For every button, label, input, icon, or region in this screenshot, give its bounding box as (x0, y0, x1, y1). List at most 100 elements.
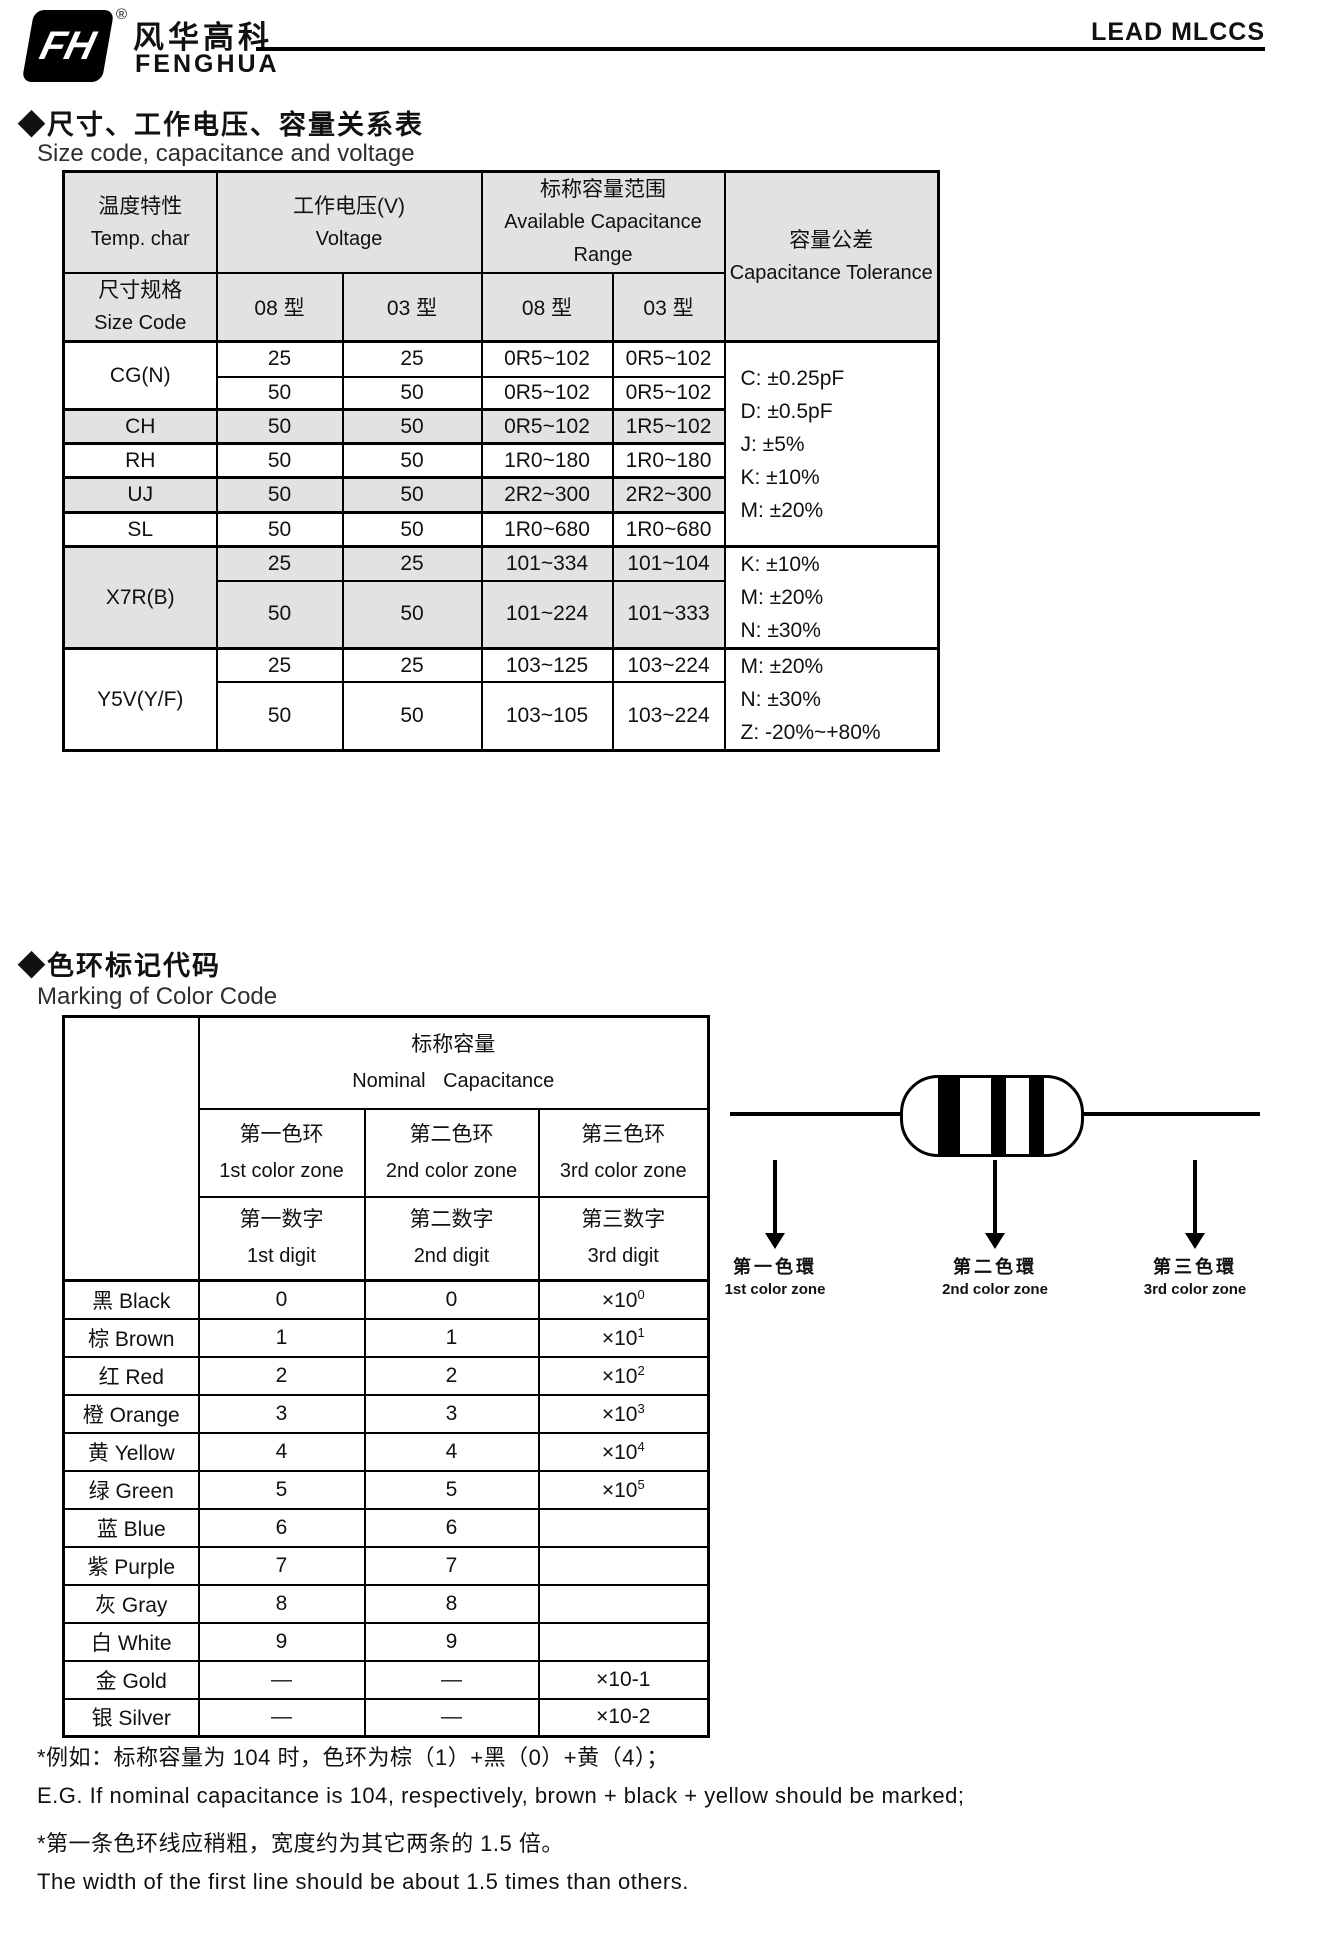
logo-monogram: FH (36, 23, 101, 68)
multiplier-cell (537, 1545, 710, 1586)
digit2-cell: — (363, 1697, 540, 1738)
table-cell: 0R5~102 (480, 340, 614, 378)
page-title: LEAD MLCCS (1091, 18, 1265, 46)
header-type-08-voltage: 08 型 (215, 272, 344, 343)
table-cell: 25 (215, 647, 344, 684)
digit1-cell: 4 (197, 1431, 366, 1472)
header-capacitance-range: 标称容量范围 Available Capacitance Range (480, 170, 726, 274)
multiplier-cell (537, 1583, 710, 1624)
header-type-03-voltage: 03 型 (341, 272, 483, 343)
digit2-cell: 9 (363, 1621, 540, 1662)
table-cell: 1R0~180 (611, 442, 726, 479)
header-digit-2: 第二数字 2nd digit (363, 1195, 540, 1282)
table-cell: 2R2~300 (611, 476, 726, 514)
header-zone-1: 第一色环 1st color zone (197, 1107, 366, 1198)
table-cell: 50 (215, 681, 344, 752)
color-name-cell: 灰 Gray (62, 1583, 200, 1624)
section1-title-cn: ◆尺寸、工作电压、容量关系表 (18, 110, 424, 140)
table-cell: 50 (341, 408, 483, 445)
multiplier-cell: ×102 (537, 1355, 710, 1396)
color-name-cell: 银 Silver (62, 1697, 200, 1738)
multiplier-cell: ×103 (537, 1393, 710, 1434)
section2-title-cn: ◆色环标记代码 (18, 951, 221, 981)
table-cell: 2R2~300 (480, 476, 614, 514)
color-name-cell: 红 Red (62, 1355, 200, 1396)
multiplier-cell (537, 1507, 710, 1548)
digit2-cell: 6 (363, 1507, 540, 1548)
digit1-cell: — (197, 1659, 366, 1700)
header-corner-empty (62, 1015, 200, 1282)
table-cell: 0R5~102 (480, 375, 614, 411)
table-cell: 103~105 (480, 681, 614, 752)
note-example-en: E.G. If nominal capacitance is 104, resp… (37, 1783, 965, 1808)
digit1-cell: 8 (197, 1583, 366, 1624)
color-name-cell: 绿 Green (62, 1469, 200, 1510)
resistor-diagram: 第一色環 1st color zone 第二色環 2nd color zone 第三… (700, 1055, 1300, 1335)
row-label-sl: SL (62, 511, 218, 548)
table-cell: 50 (341, 579, 483, 650)
row-label-cg: CG(N) (62, 340, 218, 411)
arrow-head-1-icon (765, 1233, 785, 1249)
table-cell: 50 (341, 681, 483, 752)
note-width-en: The width of the first line should be ab… (37, 1869, 689, 1894)
table-cell: 50 (215, 375, 344, 411)
arrow-3 (1193, 1160, 1197, 1235)
table-cell: 25 (215, 544, 344, 582)
row-label-rh: RH (62, 442, 218, 479)
color-band-2 (991, 1078, 1006, 1154)
note-example-cn: *例如：标称容量为 104 时，色环为棕（1）+黑（0）+黄（4）； (37, 1745, 669, 1770)
table-cell: 1R5~102 (611, 408, 726, 445)
section1-title-en: Size code, capacitance and voltage (37, 140, 415, 167)
arrow-head-2-icon (985, 1233, 1005, 1249)
section2-title-en: Marking of Color Code (37, 983, 278, 1010)
color-name-cell: 黄 Yellow (62, 1431, 200, 1472)
header-type-03-cap: 03 型 (611, 272, 726, 343)
header-divider (256, 47, 1265, 51)
color-name-cell: 白 White (62, 1621, 200, 1662)
table-cell: 50 (215, 408, 344, 445)
multiplier-cell (537, 1621, 710, 1662)
brand-name-chinese: 风华高科 (133, 20, 273, 55)
table-cell: 101~333 (611, 579, 726, 650)
table-cell: 50 (341, 375, 483, 411)
digit2-cell: 8 (363, 1583, 540, 1624)
multiplier-cell: ×104 (537, 1431, 710, 1472)
table-cell: 25 (341, 647, 483, 684)
table-cell: 101~334 (480, 544, 614, 582)
table-cell: 1R0~680 (480, 511, 614, 548)
tolerance-group-1: C: ±0.25pF D: ±0.5pF J: ±5% K: ±10% M: ±… (723, 340, 940, 548)
digit2-cell: 7 (363, 1545, 540, 1586)
table-cell: 50 (341, 511, 483, 548)
header-digit-3: 第三数字 3rd digit (537, 1195, 710, 1282)
color-name-cell: 橙 Orange (62, 1393, 200, 1434)
color-band-3 (1029, 1078, 1044, 1154)
brand-name-english: FENGHUA (135, 50, 280, 78)
table-cell: 50 (341, 476, 483, 514)
digit1-cell: 0 (197, 1279, 366, 1320)
arrow-2 (993, 1160, 997, 1235)
digit1-cell: 9 (197, 1621, 366, 1662)
table-cell: 0R5~102 (480, 408, 614, 445)
color-code-table: 标称容量 Nominal Capacitance 第一色环 1st color zo… (62, 1015, 710, 1738)
tolerance-group-3: M: ±20% N: ±30% Z: -20%~+80% (723, 647, 940, 752)
header-zone-2: 第二色环 2nd color zone (363, 1107, 540, 1198)
digit2-cell: 1 (363, 1317, 540, 1358)
tolerance-group-2: K: ±10% M: ±20% N: ±30% (723, 545, 940, 650)
diagram-label-1: 第一色環 1st color zone (724, 1257, 826, 1298)
resistor-body (900, 1075, 1084, 1157)
table-cell: 50 (215, 442, 344, 479)
color-name-cell: 金 Gold (62, 1659, 200, 1700)
multiplier-cell: ×100 (537, 1279, 710, 1320)
digit1-cell: 6 (197, 1507, 366, 1548)
digit1-cell: 3 (197, 1393, 366, 1434)
table-cell: 103~224 (611, 681, 726, 752)
header-temp-char: 温度特性 Temp. char (62, 170, 218, 274)
row-label-uj: UJ (62, 476, 218, 514)
table-cell: 50 (215, 579, 344, 650)
table-cell: 103~224 (611, 647, 726, 684)
header-zone-3: 第三色环 3rd color zone (537, 1107, 710, 1198)
multiplier-cell: ×10-2 (537, 1697, 710, 1738)
table-cell: 101~104 (611, 544, 726, 582)
digit2-cell: 0 (363, 1279, 540, 1320)
